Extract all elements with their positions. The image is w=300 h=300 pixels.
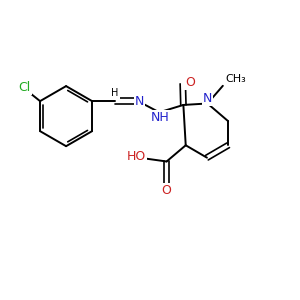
Text: H: H [111, 88, 119, 98]
Text: O: O [185, 76, 195, 89]
Text: NH: NH [151, 110, 170, 124]
Text: N: N [134, 94, 144, 108]
Text: Cl: Cl [18, 81, 31, 94]
Text: N: N [203, 92, 212, 105]
Text: HO: HO [126, 150, 146, 163]
Text: O: O [162, 184, 172, 196]
Text: CH₃: CH₃ [226, 74, 247, 84]
